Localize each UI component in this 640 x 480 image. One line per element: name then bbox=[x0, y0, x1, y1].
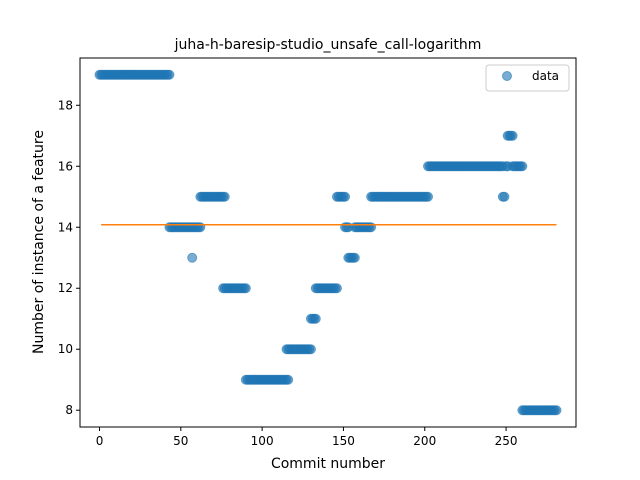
legend-label-data: data bbox=[532, 69, 559, 83]
axes-frame bbox=[79, 57, 577, 428]
x-axis: 0 50 100 150 200 250 bbox=[96, 427, 518, 448]
data-point bbox=[349, 252, 360, 263]
legend-marker bbox=[502, 71, 512, 81]
x-tick-label: 100 bbox=[251, 434, 274, 448]
data-point bbox=[551, 405, 562, 416]
x-tick-label: 50 bbox=[173, 434, 188, 448]
data-point bbox=[164, 69, 175, 80]
data-point bbox=[305, 344, 316, 355]
y-tick-label: 16 bbox=[58, 159, 73, 173]
data-point bbox=[507, 130, 518, 141]
y-axis: 8 10 12 14 16 18 bbox=[58, 98, 80, 417]
data-point bbox=[331, 283, 342, 294]
x-axis-label: Commit number bbox=[271, 456, 385, 472]
y-tick-label: 8 bbox=[65, 403, 73, 417]
x-tick-label: 200 bbox=[413, 434, 436, 448]
data-point bbox=[310, 313, 321, 324]
data-point bbox=[219, 191, 230, 202]
data-point bbox=[423, 191, 434, 202]
x-tick-label: 0 bbox=[96, 434, 104, 448]
chart-title: juha-h-baresip-studio_unsafe_call-logari… bbox=[174, 37, 482, 53]
y-tick-label: 14 bbox=[58, 220, 73, 234]
y-tick-label: 18 bbox=[58, 98, 73, 112]
x-tick-label: 150 bbox=[332, 434, 355, 448]
data-point bbox=[499, 191, 510, 202]
legend: data bbox=[485, 64, 570, 92]
data-point bbox=[517, 161, 528, 172]
y-tick-label: 10 bbox=[58, 342, 73, 356]
data-point bbox=[187, 252, 198, 263]
data-point bbox=[340, 191, 351, 202]
data-point bbox=[240, 283, 251, 294]
x-tick-label: 250 bbox=[495, 434, 518, 448]
data-point bbox=[283, 374, 294, 385]
y-axis-label: Number of instance of a feature bbox=[31, 130, 47, 354]
plot-area bbox=[94, 69, 562, 416]
y-tick-label: 12 bbox=[58, 281, 73, 295]
